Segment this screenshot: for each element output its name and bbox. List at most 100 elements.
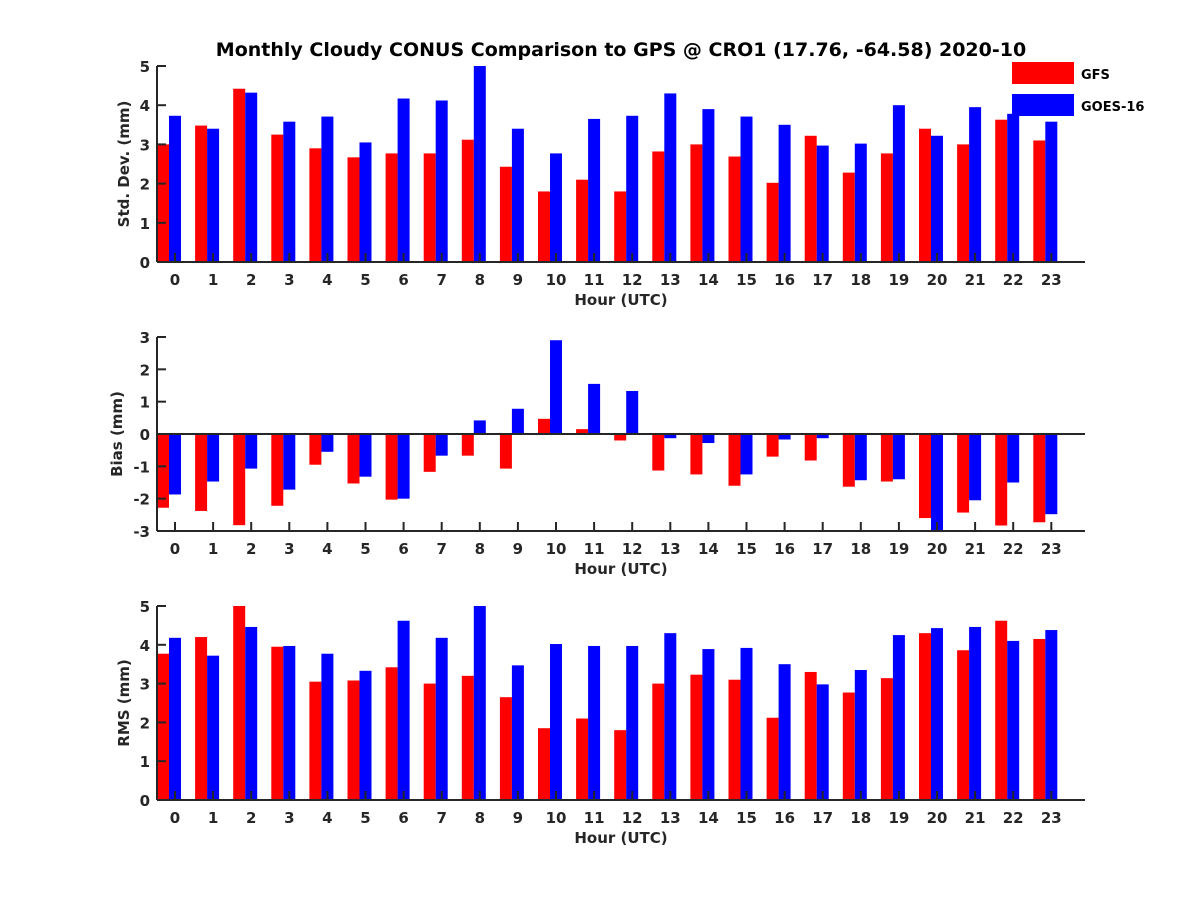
x-tick-label: 13 xyxy=(660,271,681,289)
bar-goes16-hour-17 xyxy=(816,145,829,262)
legend-label-goes16: GOES-16 xyxy=(1081,100,1144,115)
bar-goes16-hour-9 xyxy=(511,665,524,800)
bar-goes16-hour-3 xyxy=(283,434,296,490)
y-tick-label: 1 xyxy=(140,215,150,233)
x-tick-label: 5 xyxy=(360,271,370,289)
x-tick-label: 15 xyxy=(736,809,757,827)
bar-gfs-hour-12 xyxy=(614,191,627,262)
legend-swatch-goes16 xyxy=(1012,94,1074,116)
x-tick-label: 19 xyxy=(888,809,909,827)
bar-goes16-hour-8 xyxy=(473,606,486,800)
bar-goes16-hour-3 xyxy=(283,121,296,262)
x-tick-label: 5 xyxy=(360,540,370,558)
x-tick-label: 20 xyxy=(927,271,948,289)
bar-goes16-hour-16 xyxy=(778,124,791,262)
bar-goes16-hour-15 xyxy=(740,434,753,475)
x-tick-label: 13 xyxy=(660,809,681,827)
bar-gfs-hour-2 xyxy=(233,606,246,800)
bar-goes16-hour-20 xyxy=(931,434,943,531)
y-tick-label: 0 xyxy=(140,792,150,810)
x-tick-label: 12 xyxy=(622,271,643,289)
y-tick-label: 4 xyxy=(140,637,150,655)
x-axis-label: Hour (UTC) xyxy=(574,291,667,309)
x-tick-label: 4 xyxy=(322,809,332,827)
bar-gfs-hour-7 xyxy=(423,153,436,262)
bar-goes16-hour-7 xyxy=(435,434,448,456)
x-tick-label: 19 xyxy=(888,271,909,289)
bar-gfs-hour-3 xyxy=(271,434,284,506)
bar-goes16-hour-11 xyxy=(588,383,601,434)
x-tick-label: 7 xyxy=(436,540,446,558)
bar-goes16-hour-15 xyxy=(740,647,753,800)
bar-goes16-hour-4 xyxy=(321,434,334,452)
bar-gfs-hour-17 xyxy=(804,671,817,800)
bar-gfs-hour-1 xyxy=(195,637,208,800)
x-tick-label: 8 xyxy=(475,271,485,289)
bar-gfs-hour-19 xyxy=(880,678,893,800)
bar-goes16-hour-13 xyxy=(664,93,677,262)
x-tick-label: 21 xyxy=(965,271,986,289)
legend-label-gfs: GFS xyxy=(1081,68,1110,83)
x-tick-label: 21 xyxy=(965,809,986,827)
bar-goes16-hour-7 xyxy=(435,100,448,262)
x-tick-label: 23 xyxy=(1041,271,1062,289)
bar-gfs-hour-15 xyxy=(728,434,741,486)
x-tick-label: 13 xyxy=(660,540,681,558)
x-tick-label: 16 xyxy=(774,271,795,289)
x-tick-label: 18 xyxy=(850,540,871,558)
x-tick-label: 6 xyxy=(398,540,408,558)
x-tick-label: 9 xyxy=(513,271,523,289)
x-tick-label: 22 xyxy=(1003,271,1024,289)
bar-goes16-hour-1 xyxy=(207,434,220,482)
bar-goes16-hour-19 xyxy=(892,105,905,262)
bar-goes16-hour-11 xyxy=(588,645,601,800)
bar-gfs-hour-11 xyxy=(576,179,589,262)
bar-goes16-hour-15 xyxy=(740,116,753,263)
bar-gfs-hour-17 xyxy=(804,135,817,262)
bar-goes16-hour-17 xyxy=(816,434,829,439)
bar-goes16-hour-5 xyxy=(359,142,372,262)
x-tick-label: 23 xyxy=(1041,809,1062,827)
bar-gfs-hour-21 xyxy=(957,434,970,513)
bar-goes16-hour-21 xyxy=(969,626,982,800)
x-tick-label: 2 xyxy=(246,540,256,558)
bar-goes16-hour-23 xyxy=(1045,121,1058,262)
bar-goes16-hour-3 xyxy=(283,645,296,800)
bar-goes16-hour-5 xyxy=(359,434,372,477)
bar-gfs-hour-19 xyxy=(880,153,893,262)
y-axis-label: Bias (mm) xyxy=(108,391,126,477)
bar-goes16-hour-0 xyxy=(169,434,181,495)
x-tick-label: 0 xyxy=(170,809,180,827)
x-tick-label: 4 xyxy=(322,271,332,289)
bar-gfs-hour-23 xyxy=(1033,140,1046,262)
bar-goes16-hour-20 xyxy=(931,135,943,262)
x-tick-label: 3 xyxy=(284,271,294,289)
y-axis-label: Std. Dev. (mm) xyxy=(115,101,133,228)
x-tick-label: 17 xyxy=(812,809,833,827)
bar-goes16-hour-6 xyxy=(397,98,410,262)
bar-goes16-hour-23 xyxy=(1045,630,1058,800)
bar-gfs-hour-6 xyxy=(385,667,398,800)
bar-gfs-hour-7 xyxy=(423,434,436,472)
bar-goes16-hour-22 xyxy=(1007,640,1020,800)
x-tick-label: 14 xyxy=(698,809,719,827)
y-tick-label: 3 xyxy=(140,136,150,154)
bar-gfs-hour-4 xyxy=(309,681,322,800)
bar-gfs-hour-0 xyxy=(157,144,169,262)
x-tick-label: 7 xyxy=(436,809,446,827)
y-tick-label: -1 xyxy=(133,458,150,476)
bar-gfs-hour-3 xyxy=(271,646,284,800)
bar-goes16-hour-18 xyxy=(854,434,867,481)
x-tick-label: 23 xyxy=(1041,540,1062,558)
x-tick-label: 0 xyxy=(170,540,180,558)
bar-goes16-hour-1 xyxy=(207,655,220,800)
x-tick-label: 1 xyxy=(208,540,218,558)
bar-gfs-hour-23 xyxy=(1033,434,1046,523)
bar-gfs-hour-8 xyxy=(461,675,474,800)
y-tick-label: 2 xyxy=(140,176,150,194)
x-tick-label: 15 xyxy=(736,540,757,558)
x-tick-label: 9 xyxy=(513,809,523,827)
